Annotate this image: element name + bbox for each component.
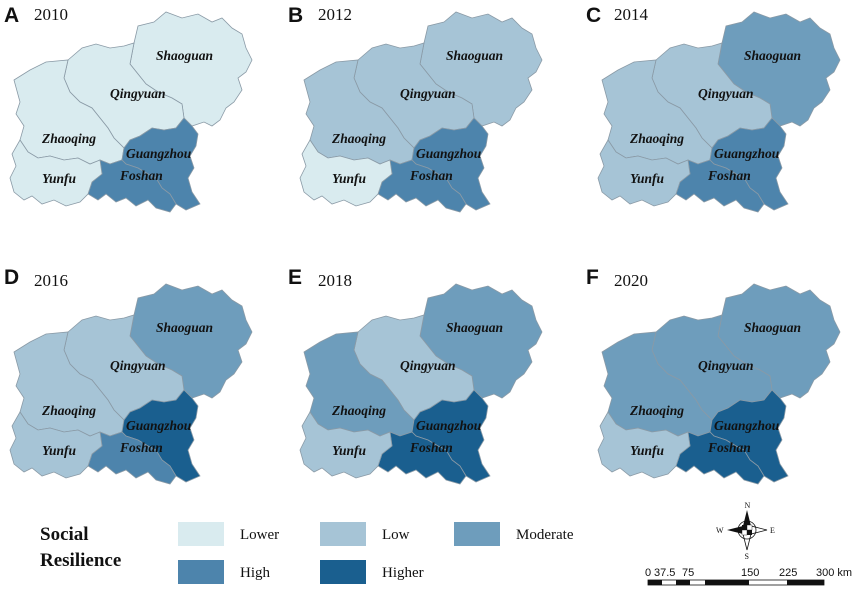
city-label-zhaoqing: Zhaoqing [629, 131, 684, 146]
city-label-qingyuan: Qingyuan [400, 86, 456, 101]
city-label-shaoguan: Shaoguan [446, 320, 503, 335]
legend-label-lower: Lower [240, 527, 279, 543]
panel-letter: E [288, 266, 302, 289]
region-map: Shaoguan Qingyuan Zhaoqing Guangzhou Foshan Y… [9, 11, 253, 213]
region-map: Shaoguan Qingyuan Zhaoqing Guangzhou Foshan Y… [597, 283, 841, 485]
scale-tick-label: 225 [779, 567, 797, 579]
region-foshan [377, 159, 467, 213]
panel-year: 2010 [34, 5, 68, 24]
map-panel-c: C 2014 Shaoguan Qingyuan Zhaoqing Guangzhou Fo… [586, 4, 841, 213]
city-label-guangzhou: Guangzhou [126, 146, 192, 161]
city-label-foshan: Foshan [119, 440, 163, 455]
region-yunfu [597, 411, 691, 479]
scale-tick-label: 75 [682, 567, 694, 579]
city-label-qingyuan: Qingyuan [400, 358, 456, 373]
city-label-qingyuan: Qingyuan [698, 86, 754, 101]
map-panel-e: E 2018 Shaoguan Qingyuan Zhaoqing Guangzhou Fo… [288, 266, 543, 485]
region-yunfu [299, 139, 393, 207]
city-label-guangzhou: Guangzhou [416, 146, 482, 161]
city-label-yunfu: Yunfu [42, 171, 77, 186]
region-map: Shaoguan Qingyuan Zhaoqing Guangzhou Foshan Y… [299, 11, 543, 213]
region-foshan [87, 431, 177, 485]
region-map: Shaoguan Qingyuan Zhaoqing Guangzhou Foshan Y… [299, 283, 543, 485]
map-panel-a: A 2010 Shaoguan Qingyuan Zhaoqing Guangzhou Fo… [4, 4, 253, 213]
city-label-foshan: Foshan [409, 168, 453, 183]
panel-letter: B [288, 4, 303, 27]
city-label-shaoguan: Shaoguan [446, 48, 503, 63]
panel-year: 2014 [614, 5, 649, 24]
legend-title-line1: Social [40, 524, 89, 545]
city-label-guangzhou: Guangzhou [714, 146, 780, 161]
city-label-zhaoqing: Zhaoqing [41, 131, 96, 146]
map-panel-b: B 2012 Shaoguan Qingyuan Zhaoqing Guangzhou Fo… [288, 4, 543, 213]
city-label-guangzhou: Guangzhou [126, 418, 192, 433]
legend-swatch-high [178, 560, 224, 584]
compass-rose-icon: N S E W [716, 501, 775, 561]
city-label-yunfu: Yunfu [630, 443, 665, 458]
city-label-yunfu: Yunfu [332, 171, 367, 186]
compass-south-label: S [745, 552, 749, 561]
legend-label-high: High [240, 565, 271, 581]
panel-letter: C [586, 4, 601, 27]
legend-swatch-lower [178, 522, 224, 546]
map-panel-d: D 2016 Shaoguan Qingyuan Zhaoqing Guangzhou Fo… [4, 266, 253, 485]
compass-west-label: W [716, 526, 724, 535]
scale-tick-label: 0 [645, 567, 651, 579]
region-map: Shaoguan Qingyuan Zhaoqing Guangzhou Foshan Y… [9, 283, 253, 485]
city-label-foshan: Foshan [707, 440, 751, 455]
compass-north-label: N [745, 501, 751, 510]
city-label-zhaoqing: Zhaoqing [41, 403, 96, 418]
legend-swatch-moderate [454, 522, 500, 546]
panel-letter: F [586, 266, 599, 289]
city-label-yunfu: Yunfu [332, 443, 367, 458]
city-label-shaoguan: Shaoguan [744, 48, 801, 63]
region-yunfu [299, 411, 393, 479]
city-label-shaoguan: Shaoguan [156, 320, 213, 335]
panel-letter: D [4, 266, 19, 289]
legend-label-low: Low [382, 527, 410, 543]
scale-tick-label: 150 [741, 567, 759, 579]
legend-title-line2: Resilience [40, 550, 121, 571]
legend-swatch-low [320, 522, 366, 546]
region-foshan [675, 431, 765, 485]
scale-tick-label: 300 km [816, 567, 852, 579]
legend-swatch-higher [320, 560, 366, 584]
city-label-foshan: Foshan [707, 168, 751, 183]
city-label-yunfu: Yunfu [42, 443, 77, 458]
compass-east-label: E [770, 526, 775, 535]
region-foshan [675, 159, 765, 213]
city-label-zhaoqing: Zhaoqing [629, 403, 684, 418]
region-yunfu [9, 411, 103, 479]
region-foshan [377, 431, 467, 485]
panel-letter: A [4, 4, 19, 27]
panel-year: 2012 [318, 5, 352, 24]
city-label-shaoguan: Shaoguan [744, 320, 801, 335]
legend-label-moderate: Moderate [516, 527, 574, 543]
city-label-guangzhou: Guangzhou [714, 418, 780, 433]
panel-year: 2018 [318, 271, 352, 290]
city-label-yunfu: Yunfu [630, 171, 665, 186]
panel-year: 2020 [614, 271, 648, 290]
region-map: Shaoguan Qingyuan Zhaoqing Guangzhou Foshan Y… [597, 11, 841, 213]
city-label-shaoguan: Shaoguan [156, 48, 213, 63]
city-label-zhaoqing: Zhaoqing [331, 131, 386, 146]
city-label-foshan: Foshan [409, 440, 453, 455]
map-panel-f: F 2020 Shaoguan Qingyuan Zhaoqing Guangzhou Fo… [586, 266, 841, 485]
city-label-foshan: Foshan [119, 168, 163, 183]
region-foshan [87, 159, 177, 213]
legend: Social Resilience Lower Low Moderate High Hi… [40, 522, 574, 584]
city-label-zhaoqing: Zhaoqing [331, 403, 386, 418]
city-label-qingyuan: Qingyuan [110, 86, 166, 101]
scale-bar: 0 37.5 75 150 225 300 km [645, 567, 852, 586]
panel-year: 2016 [34, 271, 68, 290]
city-label-qingyuan: Qingyuan [110, 358, 166, 373]
city-label-guangzhou: Guangzhou [416, 418, 482, 433]
region-yunfu [9, 139, 103, 207]
scale-tick-label: 37.5 [654, 567, 675, 579]
region-yunfu [597, 139, 691, 207]
map-panels: A 2010 Shaoguan Qingyuan Zhaoqing Guangzhou Fo… [4, 4, 841, 485]
city-label-qingyuan: Qingyuan [698, 358, 754, 373]
legend-label-higher: Higher [382, 565, 424, 581]
